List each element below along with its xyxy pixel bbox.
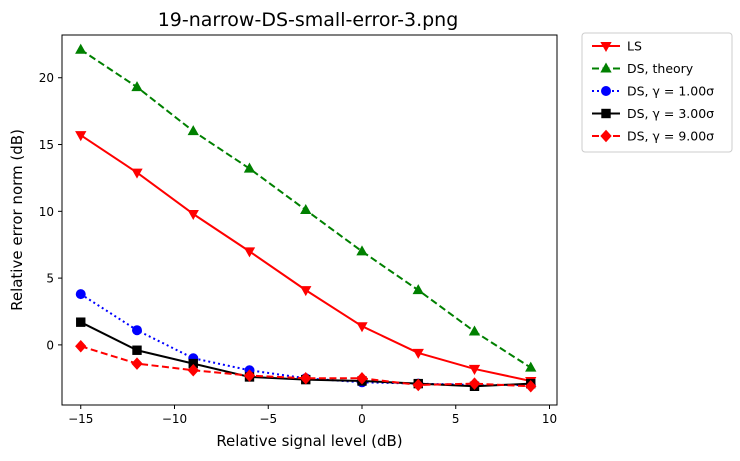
legend-marker xyxy=(600,129,612,143)
data-point xyxy=(132,345,142,355)
legend-frame xyxy=(581,32,733,153)
legend-marker xyxy=(600,42,612,53)
x-tick-label: −15 xyxy=(68,412,93,426)
data-point xyxy=(187,364,199,377)
x-tick-label: −10 xyxy=(162,412,187,426)
series-ds-theory xyxy=(75,43,537,372)
series-line xyxy=(80,345,531,388)
data-point xyxy=(75,43,87,54)
series-layer xyxy=(75,43,537,393)
legend-item: LS xyxy=(592,39,642,54)
y-tick-label: 0 xyxy=(46,338,54,352)
data-point xyxy=(412,378,424,392)
data-point xyxy=(300,286,312,297)
x-tick-label: 5 xyxy=(452,412,460,426)
x-tick-label: 10 xyxy=(542,412,557,426)
chart-title: 19-narrow-DS-small-error-3.png xyxy=(158,9,459,31)
y-axis-label: Relative error norm (dB) xyxy=(8,129,26,311)
data-point xyxy=(187,125,199,136)
y-tick-label: 5 xyxy=(46,272,54,286)
data-point xyxy=(131,81,143,92)
data-point xyxy=(131,168,143,179)
data-point xyxy=(131,357,143,370)
legend-item: DS, γ = 1.00σ xyxy=(592,84,714,99)
data-point xyxy=(300,372,312,385)
data-point xyxy=(75,289,86,300)
data-point xyxy=(132,325,142,336)
data-point xyxy=(525,380,537,393)
x-axis-label: Relative signal level (dB) xyxy=(216,432,402,450)
legend-label: DS, γ = 9.00σ xyxy=(627,129,714,144)
legend-label: LS xyxy=(627,39,642,54)
legend-label: DS, γ = 3.00σ xyxy=(627,106,714,121)
plot-area xyxy=(61,34,558,406)
y-tick-label: 20 xyxy=(39,71,54,85)
data-point xyxy=(356,372,368,385)
series-ls xyxy=(75,131,537,387)
data-point xyxy=(468,325,481,336)
data-point xyxy=(468,364,481,375)
y-tick-label: 15 xyxy=(39,138,54,152)
legend: LS DS, theory DS, γ = 1.00σ DS, γ = 3.00σ DS… xyxy=(581,32,733,153)
series-ds-9-00 xyxy=(75,339,537,393)
x-tick-label: −5 xyxy=(259,412,277,426)
data-point xyxy=(468,377,481,390)
data-point xyxy=(243,369,256,382)
data-point xyxy=(412,348,424,359)
legend-marker xyxy=(601,108,611,119)
data-point xyxy=(356,245,368,256)
data-point xyxy=(76,317,86,327)
data-point xyxy=(525,361,537,372)
data-point xyxy=(243,247,256,258)
legend-item: DS, γ = 3.00σ xyxy=(592,106,714,121)
legend-item: DS, γ = 9.00σ xyxy=(592,129,714,144)
y-axis: 0 5 10 15 20 xyxy=(39,71,62,352)
data-point xyxy=(300,203,312,214)
data-point xyxy=(412,284,424,295)
legend-marker xyxy=(601,86,611,96)
data-point xyxy=(75,339,87,353)
legend-label: DS, theory xyxy=(627,61,694,76)
legend-marker xyxy=(600,62,612,73)
legend-item: DS, theory xyxy=(592,61,694,76)
y-tick-label: 10 xyxy=(39,205,54,219)
legend-label: DS, γ = 1.00σ xyxy=(627,84,714,99)
x-axis: −15 −10 −5 0 5 10 xyxy=(68,405,557,426)
data-point xyxy=(243,162,256,173)
data-point xyxy=(75,131,87,142)
x-tick-label: 0 xyxy=(358,412,366,426)
data-point xyxy=(356,322,368,333)
data-point xyxy=(187,209,199,221)
